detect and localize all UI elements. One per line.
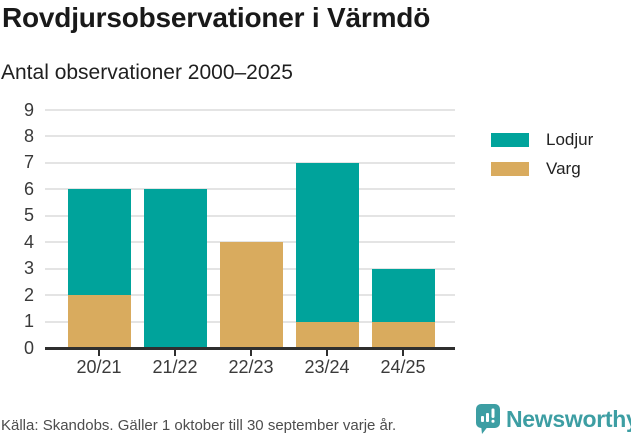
x-axis-tick-label: 21/22: [152, 357, 198, 377]
legend-item-varg: Varg: [491, 160, 593, 177]
y-axis-tick-label: 1: [23, 311, 34, 332]
chart-title: Rovdjursobservationer i Värmdö: [2, 2, 431, 33]
gridline: [45, 188, 455, 191]
newsworthy-speech-bubble-icon: [476, 404, 500, 434]
y-axis-tick-label: 2: [23, 284, 34, 305]
legend-item-lodjur: Lodjur: [491, 131, 593, 148]
bar-21-22-lodjur: [143, 189, 207, 348]
x-axis-tick: [174, 350, 176, 356]
legend: Lodjur Varg: [491, 131, 593, 177]
gridline: [45, 214, 455, 217]
bar-24-25-varg: [371, 321, 435, 348]
legend-label-varg: Varg: [546, 159, 581, 178]
bar-20-21-varg: [67, 295, 131, 348]
y-axis-tick-label: 4: [23, 231, 34, 252]
y-axis-tick-label: 9: [23, 99, 34, 120]
y-axis-tick-label: 7: [23, 152, 34, 173]
source-note: Källa: Skandobs. Gäller 1 oktober till 3…: [1, 417, 397, 434]
gridline: [45, 161, 455, 164]
x-axis-tick: [98, 350, 100, 356]
y-axis-tick-label: 0: [23, 337, 34, 358]
x-axis-tick-label: 23/24: [304, 357, 350, 377]
gridline: [45, 109, 455, 111]
chart-subtitle: Antal observationer 2000–2025: [1, 61, 293, 84]
legend-label-lodjur: Lodjur: [546, 130, 594, 149]
x-axis-tick-label: 24/25: [380, 357, 426, 377]
bar-24-25-lodjur: [371, 268, 435, 322]
y-axis-tick-label: 5: [23, 205, 34, 226]
legend-swatch-varg: [491, 161, 529, 176]
bar-23-24-lodjur: [295, 162, 359, 322]
x-axis-tick-label: 22/23: [228, 357, 274, 377]
gridline: [45, 135, 455, 138]
bar-22-23-varg: [219, 242, 283, 348]
x-axis-tick-label: 20/21: [76, 357, 122, 377]
x-axis-tick: [326, 350, 328, 356]
y-axis-tick-label: 3: [23, 258, 34, 279]
bar-23-24-varg: [295, 321, 359, 348]
y-axis-tick-label: 8: [23, 125, 34, 146]
newsworthy-wordmark: Newsworthy: [506, 405, 631, 432]
newsworthy-logo: Newsworthy: [476, 404, 631, 434]
y-axis-tick-label: 6: [23, 178, 34, 199]
legend-swatch-lodjur: [491, 132, 529, 147]
x-axis-tick: [250, 350, 252, 356]
x-axis-line: [45, 347, 455, 350]
x-axis-tick: [402, 350, 404, 356]
bar-20-21-lodjur: [67, 189, 131, 296]
